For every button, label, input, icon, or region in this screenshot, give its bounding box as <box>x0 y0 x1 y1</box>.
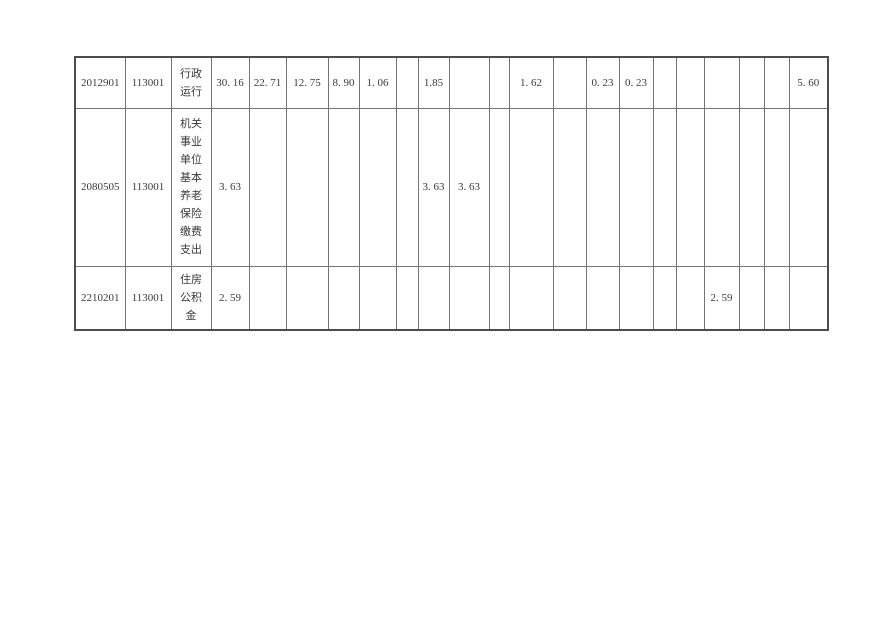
cell-amount <box>395 107 419 267</box>
cell-amount <box>508 107 554 267</box>
cell-amount <box>738 265 765 331</box>
cell-economic-code: 113001 <box>124 107 172 267</box>
cell-subject-name: 机关 事业 单位 基本 养老 保险 缴费 支出 <box>170 107 212 267</box>
cell-amount <box>448 56 490 109</box>
cell-amount <box>285 265 329 331</box>
cell-amount: 1. 62 <box>508 56 554 109</box>
cell-amount <box>488 265 510 331</box>
cell-amount <box>552 107 587 267</box>
cell-amount <box>652 56 677 109</box>
cell-amount: 0. 23 <box>618 56 654 109</box>
cell-amount: 8. 90 <box>327 56 360 109</box>
cell-amount <box>327 265 360 331</box>
cell-amount <box>327 107 360 267</box>
cell-amount <box>738 107 765 267</box>
cell-amount <box>448 265 490 331</box>
cell-amount <box>675 107 705 267</box>
cell-amount <box>488 56 510 109</box>
cell-amount <box>488 107 510 267</box>
cell-amount <box>763 265 790 331</box>
cell-amount <box>763 56 790 109</box>
cell-amount <box>395 56 419 109</box>
cell-amount: 1. 06 <box>358 56 397 109</box>
cell-amount: 22. 71 <box>248 56 287 109</box>
table-row: 2210201 113001 住房 公积 金 2. 59 2. 59 <box>74 265 829 331</box>
cell-amount <box>552 265 587 331</box>
cell-amount <box>248 107 287 267</box>
cell-amount: 30. 16 <box>210 56 250 109</box>
cell-amount <box>618 265 654 331</box>
cell-amount <box>675 56 705 109</box>
cell-amount: 2. 59 <box>703 265 740 331</box>
cell-function-code: 2012901 <box>74 56 126 109</box>
cell-amount <box>285 107 329 267</box>
cell-amount <box>703 56 740 109</box>
cell-function-code: 2210201 <box>74 265 126 331</box>
cell-amount <box>652 265 677 331</box>
cell-amount: 2. 59 <box>210 265 250 331</box>
cell-amount <box>763 107 790 267</box>
cell-amount: 0. 23 <box>585 56 620 109</box>
cell-amount <box>788 265 829 331</box>
cell-function-code: 2080505 <box>74 107 126 267</box>
cell-amount: 3. 63 <box>448 107 490 267</box>
cell-economic-code: 113001 <box>124 56 172 109</box>
cell-amount <box>248 265 287 331</box>
table-row: 2080505 113001 机关 事业 单位 基本 养老 保险 缴费 支出 3. 6… <box>74 107 829 267</box>
table-body: 2012901 113001 行政 运行 30. 16 22. 71 12. 75 8. 9… <box>74 56 829 331</box>
cell-amount <box>738 56 765 109</box>
cell-amount <box>552 56 587 109</box>
cell-amount <box>417 265 450 331</box>
cell-amount <box>395 265 419 331</box>
budget-table: 2012901 113001 行政 运行 30. 16 22. 71 12. 75 8. 9… <box>74 56 829 331</box>
cell-amount <box>585 107 620 267</box>
cell-amount: 1.85 <box>417 56 450 109</box>
table-row: 2012901 113001 行政 运行 30. 16 22. 71 12. 75 8. 9… <box>74 56 829 109</box>
cell-amount <box>788 107 829 267</box>
cell-subject-name: 行政 运行 <box>170 56 212 109</box>
cell-amount <box>585 265 620 331</box>
cell-amount: 5. 60 <box>788 56 829 109</box>
cell-amount <box>703 107 740 267</box>
cell-amount <box>358 107 397 267</box>
cell-amount <box>652 107 677 267</box>
cell-amount <box>508 265 554 331</box>
cell-amount <box>618 107 654 267</box>
cell-amount: 3. 63 <box>417 107 450 267</box>
cell-amount: 12. 75 <box>285 56 329 109</box>
cell-amount: 3. 63 <box>210 107 250 267</box>
cell-subject-name: 住房 公积 金 <box>170 265 212 331</box>
cell-amount <box>358 265 397 331</box>
cell-economic-code: 113001 <box>124 265 172 331</box>
cell-amount <box>675 265 705 331</box>
